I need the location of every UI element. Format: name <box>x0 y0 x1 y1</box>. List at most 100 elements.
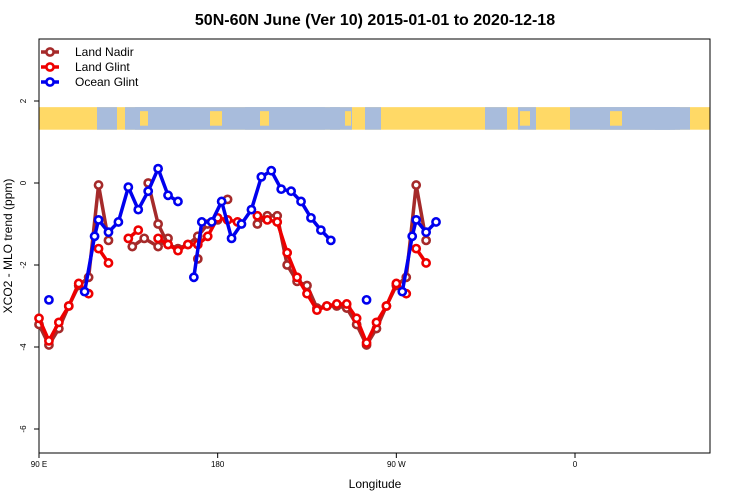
series-1-point-3-1 <box>163 239 173 250</box>
series-0-point-2-1 <box>139 233 150 244</box>
series-0-point-0-7 <box>103 235 114 246</box>
series-2-point-2-12 <box>306 212 316 223</box>
series-2-point-1-10 <box>173 196 183 207</box>
x-tick-label-3: 0 <box>573 460 578 469</box>
series-ocean-glint <box>44 163 441 305</box>
series-1-point-4-10 <box>351 313 362 324</box>
series-2-point-2-11 <box>296 196 306 207</box>
series-0-point-5-0 <box>252 219 263 229</box>
series-1-point-1-1 <box>103 258 114 268</box>
series-1-point-4-1 <box>262 214 273 225</box>
series-2-point-2-4 <box>226 233 237 244</box>
map-band <box>39 107 710 130</box>
series-1-point-4-11 <box>361 337 372 348</box>
series-0-point-3-1 <box>153 219 164 229</box>
series-2-point-2-8 <box>266 165 277 176</box>
legend-marker-0 <box>45 47 55 57</box>
legend-label-0: Land Nadir <box>75 45 134 59</box>
series-2-point-2-2 <box>206 217 217 227</box>
legend-label-2: Ocean Glint <box>75 75 139 89</box>
series-1-point-0-4 <box>73 278 84 289</box>
series-1-point-0-0 <box>34 313 44 324</box>
legend-label-1: Land Glint <box>75 60 130 74</box>
series-1-point-4-2 <box>272 217 283 227</box>
x-axis-label: Longitude <box>349 477 402 491</box>
map-band-ocean-12 <box>655 107 680 130</box>
series-2-point-1-0 <box>79 286 90 297</box>
series-1-point-4-12 <box>371 317 382 328</box>
series-1-point-4-6 <box>312 305 322 315</box>
x-tick-label-2: 90 W <box>387 460 406 469</box>
series-1-point-3-3 <box>182 239 193 250</box>
map-band-island-5 <box>610 111 622 126</box>
series-1-point-4-8 <box>331 299 342 309</box>
series-2-point-1-6 <box>133 204 144 215</box>
series-0-line-0 <box>37 183 111 347</box>
series-0-point-2-0 <box>127 241 138 252</box>
y-axis-label: XCO2 - MLO trend (ppm) <box>1 179 15 314</box>
map-band-island-4 <box>520 111 530 126</box>
series-2-point-1-8 <box>153 163 164 174</box>
series-2-point-1-9 <box>163 190 173 201</box>
series-2-point-2-5 <box>236 219 247 229</box>
series-1-point-4-14 <box>391 278 402 289</box>
series-2-point-2-13 <box>315 225 326 236</box>
x-axis: 90 E 180 90 W 0 <box>31 453 578 469</box>
series-2-point-4-2 <box>411 214 422 225</box>
series-2-point-4-1 <box>407 231 418 242</box>
series-2-point-2-6 <box>246 204 257 215</box>
series-0-point-2-2 <box>153 241 164 252</box>
series-1-point-3-5 <box>202 231 213 242</box>
map-band-ocean-7 <box>485 107 507 130</box>
series-1-point-0-3 <box>63 301 74 311</box>
series-2-point-2-10 <box>286 186 297 197</box>
series-1-point-2-0 <box>123 233 134 244</box>
legend-marker-1 <box>45 62 55 72</box>
series-1-point-3-2 <box>173 245 183 256</box>
y-tick-label-0: 2 <box>19 98 28 103</box>
series-1-point-0-2 <box>53 317 64 328</box>
series-2-point-3-0 <box>361 294 372 305</box>
y-axis: 2 0 -2 -4 -6 <box>19 98 39 433</box>
series-2-point-1-4 <box>113 217 124 227</box>
series-0-point-5-17 <box>421 235 432 246</box>
series-2-point-2-3 <box>216 196 227 207</box>
x-tick-label-1: 180 <box>211 460 225 469</box>
series-1-line-4 <box>256 214 408 345</box>
y-tick-label-2: -2 <box>19 261 28 269</box>
series-1-point-1-0 <box>93 243 104 254</box>
series-2-point-4-3 <box>421 227 432 238</box>
y-tick-label-1: 0 <box>19 180 28 185</box>
series-2-point-0-0 <box>44 294 54 305</box>
map-band-ocean-0 <box>97 107 117 130</box>
series-2-point-2-1 <box>196 217 207 227</box>
series-1-point-4-9 <box>341 299 352 309</box>
series-1-point-4-4 <box>292 272 302 283</box>
series-1-point-4-5 <box>302 288 312 299</box>
map-band-ocean-6 <box>365 107 381 130</box>
series-2-point-2-7 <box>256 171 267 182</box>
series-1-point-2-1 <box>133 225 144 236</box>
series-2-point-2-9 <box>276 184 287 195</box>
series-2-point-2-14 <box>325 235 336 246</box>
series-1-point-4-13 <box>381 301 392 311</box>
y-tick-label-4: -6 <box>19 425 28 433</box>
map-band-ocean-4 <box>245 107 325 130</box>
series-1-point-3-0 <box>153 233 164 244</box>
legend-marker-2 <box>45 77 55 87</box>
series-1-point-0-1 <box>44 335 54 346</box>
series-2-point-2-0 <box>188 272 199 283</box>
map-band-island-3 <box>345 111 351 126</box>
plot-area-frame <box>38 38 711 454</box>
x-tick-label-0: 90 E <box>31 460 47 469</box>
chart-title: 50N-60N June (Ver 10) 2015-01-01 to 2020… <box>195 12 555 29</box>
map-band-island-1 <box>210 111 222 126</box>
map-band-island-2 <box>260 111 269 126</box>
series-2-point-1-7 <box>143 186 154 197</box>
y-tick-label-3: -4 <box>19 343 28 351</box>
map-band-ocean-2 <box>135 107 190 130</box>
series-land-nadir <box>34 178 432 350</box>
series-0-point-5-16 <box>411 180 422 190</box>
series-2-point-1-5 <box>123 182 134 192</box>
